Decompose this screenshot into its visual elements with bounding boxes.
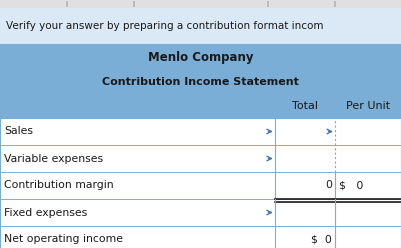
Bar (0, 44, 401, 70)
Bar (133, 1, 135, 7)
Text: Fixed expenses: Fixed expenses (4, 208, 87, 217)
Bar (0, 8, 401, 44)
Bar (0, 70, 401, 94)
Text: Net operating income: Net operating income (4, 235, 123, 245)
Text: Contribution margin: Contribution margin (4, 181, 113, 190)
Text: Sales: Sales (4, 126, 33, 136)
Text: 0: 0 (325, 181, 332, 190)
Text: Per Unit: Per Unit (346, 101, 390, 111)
Bar (0, 172, 401, 199)
Bar (267, 1, 269, 7)
Text: Total: Total (292, 101, 318, 111)
Text: Variable expenses: Variable expenses (4, 154, 103, 163)
Text: $   0: $ 0 (339, 181, 363, 190)
Bar (66, 1, 68, 7)
Text: Menlo Company: Menlo Company (148, 51, 253, 63)
Text: Verify your answer by preparing a contribution format incom: Verify your answer by preparing a contri… (6, 21, 324, 31)
Bar (0, 118, 401, 145)
Bar (334, 1, 336, 7)
Bar (0, 226, 401, 248)
Bar (0, 94, 401, 118)
Bar (0, 145, 401, 172)
Text: $  0: $ 0 (311, 235, 332, 245)
Text: Contribution Income Statement: Contribution Income Statement (102, 77, 299, 87)
Bar (0, 0, 401, 8)
Bar (0, 199, 401, 226)
